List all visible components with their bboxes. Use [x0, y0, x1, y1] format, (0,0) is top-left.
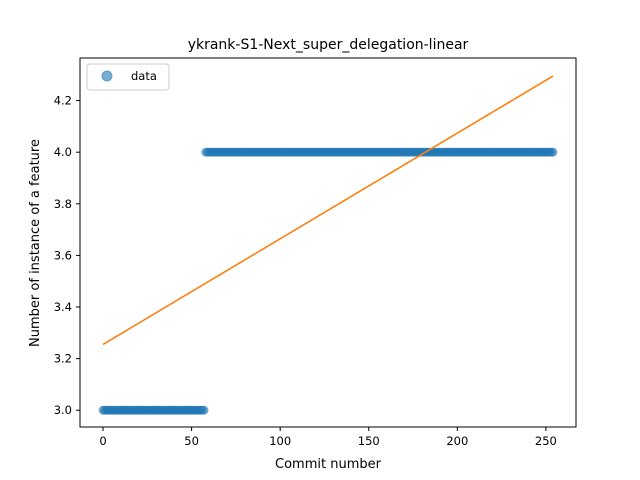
x-tick-label: 0 — [99, 434, 106, 448]
legend-box — [86, 63, 170, 91]
y-tick-label: 3.0 — [54, 403, 72, 417]
y-tick-label: 3.4 — [54, 300, 72, 314]
chart-title: ykrank-S1-Next_super_delegation-linear — [188, 37, 469, 53]
y-tick-label: 3.2 — [54, 352, 72, 366]
x-tick-label: 50 — [184, 434, 199, 448]
y-tick-label: 4.2 — [54, 94, 72, 108]
x-axis-label: Commit number — [275, 457, 382, 472]
x-axis: 0 50 100 150 200 250 — [99, 427, 557, 448]
y-tick-label: 3.8 — [54, 197, 72, 211]
data-point — [199, 405, 209, 415]
legend-marker-data — [101, 70, 113, 82]
data-point — [548, 147, 558, 157]
x-tick-label: 200 — [446, 434, 468, 448]
y-axis-label: Number of instance of a feature — [28, 139, 43, 347]
plot-area — [98, 75, 558, 415]
y-axis: 3.0 3.2 3.4 3.6 3.8 4.0 4.2 — [54, 94, 80, 417]
x-tick-label: 250 — [535, 434, 557, 448]
x-tick-label: 150 — [358, 434, 380, 448]
axes-frame — [79, 57, 577, 428]
fit-line — [102, 75, 554, 346]
y-tick-label: 4.0 — [54, 145, 72, 159]
y-tick-label: 3.6 — [54, 248, 72, 262]
x-tick-label: 100 — [269, 434, 291, 448]
legend-label-data: data — [131, 69, 157, 83]
legend: data — [86, 63, 170, 91]
